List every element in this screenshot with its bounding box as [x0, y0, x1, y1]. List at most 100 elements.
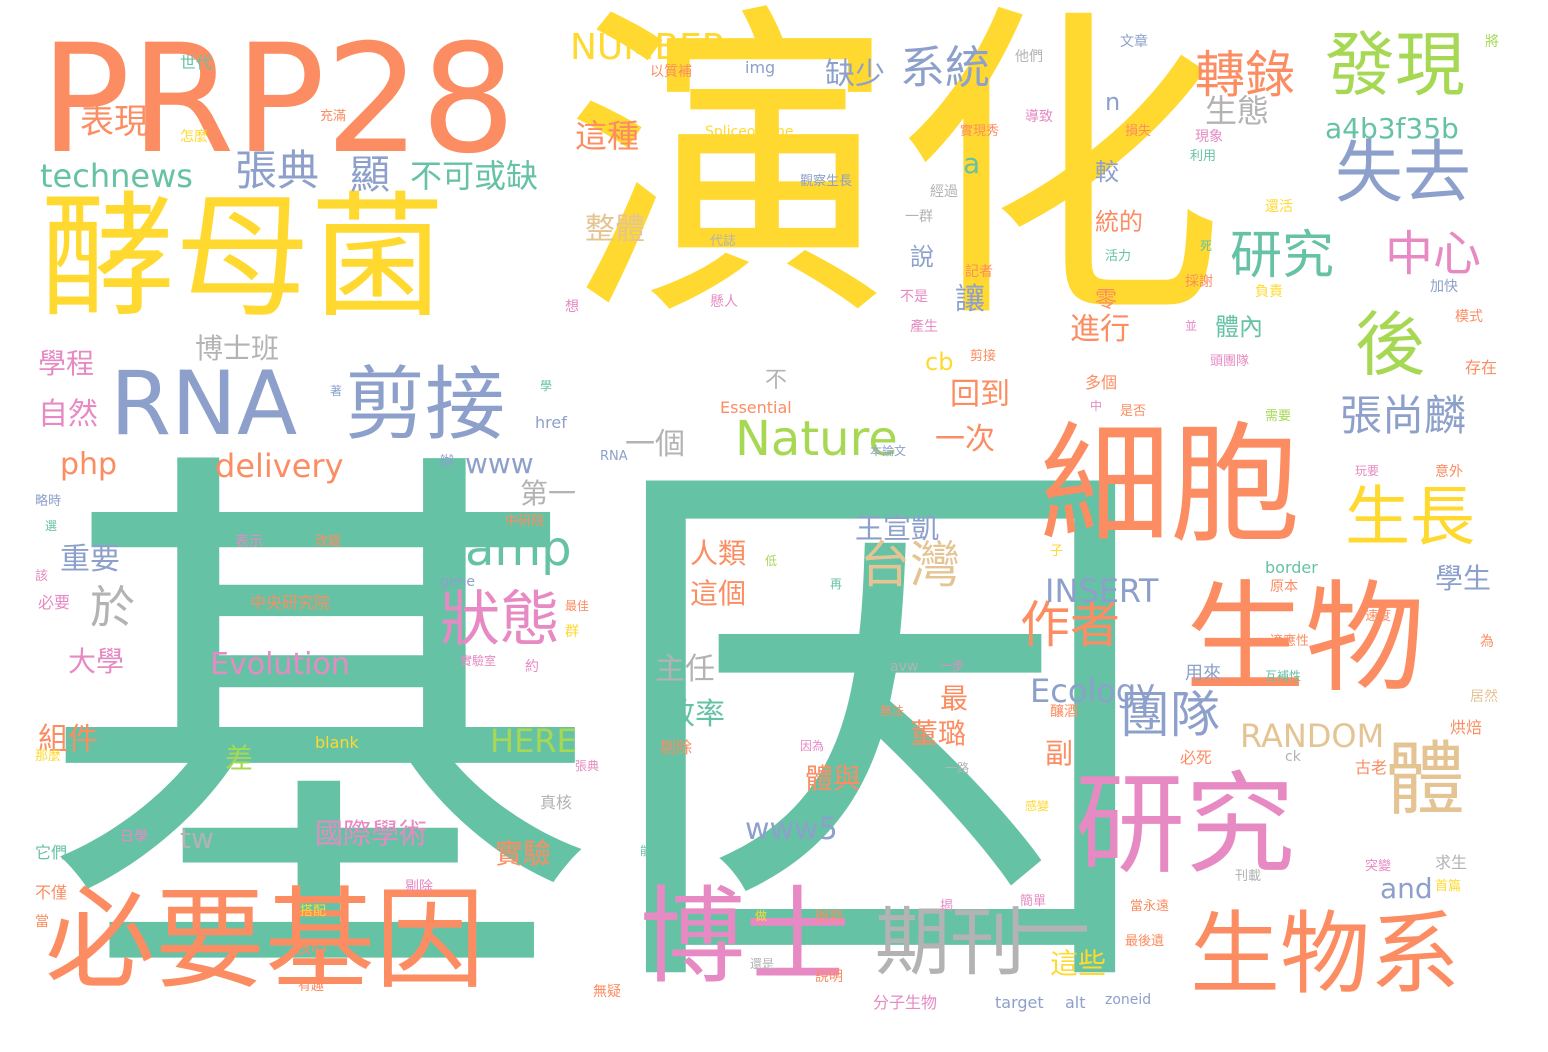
word-160: 互補性 [1265, 669, 1302, 683]
word-201: alt [1065, 993, 1086, 1012]
word-42: RANDOM [1240, 717, 1385, 755]
word-50: php [60, 447, 118, 482]
word-47: delivery [215, 447, 344, 485]
word-72: 董璐 [910, 717, 967, 750]
word-1: 演化 [565, 0, 1225, 362]
word-190: 辦到 [815, 909, 843, 925]
word-149: 中央研究院 [250, 593, 331, 612]
word-75: 這些 [1050, 947, 1107, 980]
word-28: 團隊 [1120, 686, 1220, 744]
word-44: Ecology [1030, 672, 1156, 710]
word-58: 自然 [38, 397, 98, 432]
word-61: 組件 [38, 722, 98, 757]
word-81: 體內 [1215, 313, 1263, 341]
word-57: 學程 [38, 347, 95, 380]
word-143: 子 [1050, 544, 1064, 559]
word-17: 期刊 [875, 898, 1026, 986]
word-186: 簡單 [1020, 894, 1047, 909]
word-159: 一步 [940, 659, 965, 673]
word-117: 產生 [910, 319, 938, 335]
word-119: 模式 [1455, 309, 1483, 325]
word-93: 他們 [1015, 49, 1043, 65]
word-180: 剔除 [405, 879, 433, 895]
word-116: 懸人 [710, 294, 738, 310]
word-174: 張典 [575, 759, 600, 773]
word-145: 原本 [1270, 579, 1298, 595]
word-25: 系統 [900, 41, 991, 94]
word-80: cb [925, 348, 954, 376]
word-198: 無疑 [593, 984, 621, 1000]
word-70: 差 [225, 742, 254, 775]
word-5: 生物 [1185, 570, 1425, 709]
word-99: 損失 [1125, 124, 1152, 139]
word-46: HERE [490, 722, 577, 760]
word-14: 失去 [1335, 134, 1472, 213]
word-163: 無法 [880, 704, 905, 718]
word-156: 適應性 [1270, 634, 1310, 649]
word-82: 零 [1095, 288, 1118, 313]
word-191: 揭 [940, 899, 954, 914]
word-4: 細胞 [1040, 409, 1301, 561]
word-54: 一次 [935, 422, 995, 457]
word-101: 利用 [1190, 149, 1217, 164]
word-144: border [1265, 558, 1318, 577]
word-199: 分子生物 [873, 993, 938, 1012]
word-98: Spliceosome [705, 124, 794, 140]
word-113: 負責 [1255, 284, 1283, 300]
word-202: zoneid [1105, 992, 1152, 1008]
word-85: 較 [1095, 158, 1119, 186]
word-192: 當永遠 [1130, 899, 1170, 914]
word-71: 最 [940, 682, 969, 715]
word-105: 一群 [905, 209, 933, 225]
word-184: 首篇 [1435, 879, 1462, 894]
word-140: 表示 [235, 534, 263, 550]
word-7: 必要基因 [45, 876, 485, 1004]
word-189: 做 [755, 909, 768, 923]
word-173: 古老 [1355, 758, 1388, 777]
word-16: 生長 [1345, 480, 1476, 555]
word-120: 剪接 [970, 349, 997, 364]
word-59: 重要 [60, 542, 120, 577]
word-146: 該 [35, 569, 49, 584]
word-11: 剪接 [345, 358, 505, 451]
word-155: 實驗室 [460, 654, 497, 668]
word-41: 於 [90, 581, 136, 634]
word-40: 整體 [585, 212, 645, 247]
word-121: 頭團隊 [1210, 354, 1250, 369]
word-27: 張尚麟 [1340, 391, 1467, 440]
word-185: 不僅 [35, 883, 68, 902]
word-108: 死 [1200, 239, 1213, 253]
word-78: 第一 [520, 477, 577, 510]
word-56: 博士班 [195, 332, 280, 365]
word-126: Essential [720, 398, 792, 417]
word-18: 一 [1015, 888, 1091, 976]
word-169: 剔除 [660, 738, 693, 757]
word-124: 著 [330, 384, 343, 398]
word-148: 再 [830, 577, 843, 591]
word-21: 狀態 [440, 585, 560, 655]
word-177: 日學 [120, 829, 148, 845]
word-135: 意外 [1435, 464, 1463, 480]
word-104: 經過 [930, 184, 958, 200]
word-194: 還是 [750, 957, 775, 971]
word-131: RNA [600, 449, 628, 464]
word-19: Nature [735, 411, 898, 467]
word-64: 人類 [690, 537, 747, 570]
word-67: 國際學術 [315, 817, 428, 850]
word-84: 統的 [1095, 208, 1143, 236]
word-171: 必死 [1180, 748, 1213, 767]
word-141: 改變 [315, 534, 342, 549]
word-63: 效率 [665, 697, 725, 732]
word-170: 一路 [945, 761, 970, 775]
word-55: 一個 [625, 427, 685, 462]
word-97: 將 [1485, 34, 1499, 50]
word-26: 轉錄 [1195, 46, 1295, 104]
word-138: 中研院 [505, 514, 545, 529]
word-175: 真核 [540, 793, 573, 812]
word-0: 基因 [40, 409, 1160, 1052]
word-73: 體與 [805, 762, 862, 795]
word-15: 體 [1385, 733, 1465, 826]
word-114: 加快 [1430, 279, 1458, 295]
word-90: 世代 [180, 53, 213, 72]
